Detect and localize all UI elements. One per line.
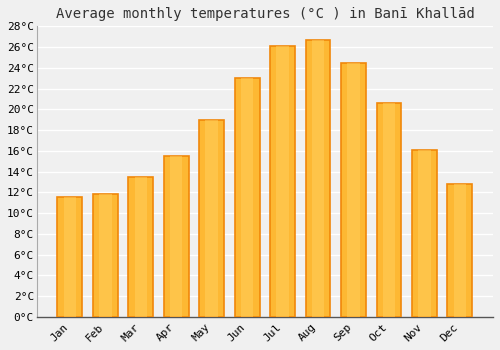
Bar bbox=[454, 184, 466, 317]
Title: Average monthly temperatures (°C ) in Banī Khallād: Average monthly temperatures (°C ) in Ba… bbox=[56, 7, 474, 21]
Bar bbox=[93, 194, 118, 317]
Bar bbox=[312, 40, 324, 317]
Bar bbox=[306, 40, 330, 317]
Bar bbox=[134, 177, 147, 317]
Bar bbox=[164, 156, 188, 317]
Bar bbox=[341, 63, 366, 317]
Bar bbox=[270, 46, 295, 317]
Bar bbox=[276, 46, 289, 317]
Bar bbox=[383, 103, 395, 317]
Bar bbox=[64, 197, 76, 317]
Bar bbox=[376, 103, 402, 317]
Bar bbox=[235, 78, 260, 317]
Bar bbox=[58, 197, 82, 317]
Bar bbox=[418, 150, 430, 317]
Bar bbox=[206, 120, 218, 317]
Bar bbox=[448, 184, 472, 317]
Bar bbox=[200, 120, 224, 317]
Bar bbox=[99, 194, 112, 317]
Bar bbox=[241, 78, 254, 317]
Bar bbox=[412, 150, 437, 317]
Bar bbox=[170, 156, 182, 317]
Bar bbox=[348, 63, 360, 317]
Bar bbox=[128, 177, 153, 317]
